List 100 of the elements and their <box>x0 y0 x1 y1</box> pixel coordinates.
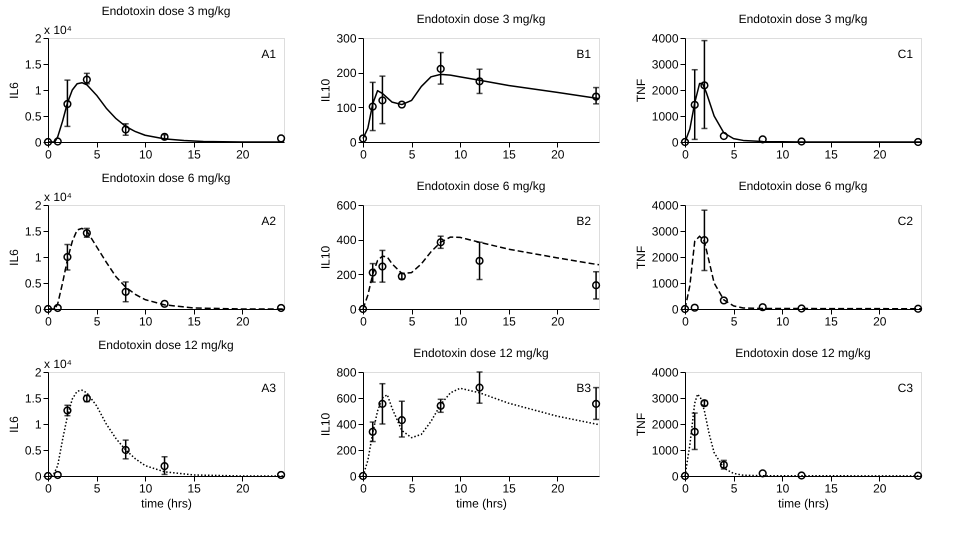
y-tick-label: 0 <box>34 136 42 150</box>
point <box>122 125 130 134</box>
point <box>122 446 130 454</box>
point <box>592 281 600 290</box>
point <box>160 462 169 470</box>
x-tick-label: 20 <box>551 482 565 496</box>
x-axis-title: time (hrs) <box>141 496 192 510</box>
y-tick-label: 1000 <box>652 110 679 124</box>
point <box>690 100 699 109</box>
x-tick-label: 20 <box>551 148 565 162</box>
point <box>700 236 709 244</box>
annotation: A2 <box>261 214 276 228</box>
x-tick-label: 0 <box>45 148 52 162</box>
point <box>276 134 286 142</box>
point <box>398 416 406 424</box>
point <box>797 137 806 146</box>
point <box>758 303 767 312</box>
text: x 10⁴ <box>44 23 72 37</box>
y-axis-title: IL6 <box>6 248 21 266</box>
annotation: B1 <box>576 47 592 61</box>
y-axis-title: IL10 <box>318 246 332 270</box>
x-tick-label: 0 <box>360 314 368 328</box>
x-axis-title: time (hrs) <box>778 496 829 510</box>
x-tick-label: 20 <box>873 148 887 162</box>
x-tick-label: 0 <box>360 148 368 162</box>
point <box>720 132 728 140</box>
y-axis-title: IL6 <box>6 82 21 99</box>
point <box>475 384 484 392</box>
x-tick-label: 20 <box>236 482 250 496</box>
x-tick-label: 15 <box>502 314 516 328</box>
x-tick-label: 5 <box>730 482 738 496</box>
chart-title: Endotoxin dose 12 mg/kg <box>98 338 234 352</box>
y-tick-label: 2000 <box>652 418 679 432</box>
chart-title: Endotoxin dose 12 mg/kg <box>735 346 871 360</box>
y-tick-label: 800 <box>336 366 357 380</box>
x-axis-title: time (hrs) <box>456 496 507 510</box>
chart-title: Endotoxin dose 3 mg/kg <box>416 12 546 26</box>
x-tick-label: 15 <box>188 148 202 162</box>
y-tick-label: 2 <box>34 32 42 46</box>
y-tick-label: 300 <box>336 32 357 46</box>
point <box>797 304 806 313</box>
point <box>720 296 728 305</box>
y-tick-label: 4000 <box>652 366 679 380</box>
x-tick-label: 0 <box>682 148 690 162</box>
y-tick-label: 2 <box>34 198 42 212</box>
x-tick-label: 20 <box>551 314 565 328</box>
y-tick-label: 0 <box>350 136 357 150</box>
y-tick-label: 200 <box>336 444 357 458</box>
x-tick-label: 5 <box>730 314 738 328</box>
annotation: A3 <box>261 381 276 395</box>
point <box>592 400 600 408</box>
x-tick-label: 0 <box>360 482 368 496</box>
chart-title: Endotoxin dose 6 mg/kg <box>738 179 868 193</box>
y-tick-label: 400 <box>336 233 357 248</box>
y-tick-label: 1.5 <box>24 58 42 72</box>
x-tick-label: 0 <box>682 314 690 328</box>
x-tick-label: 15 <box>188 482 202 496</box>
y-axis-title: TNF <box>634 412 648 436</box>
y-tick-label: 200 <box>336 268 357 282</box>
y-tick-label: 0 <box>350 470 357 484</box>
x-tick-label: 5 <box>408 148 416 162</box>
x-tick-label: 15 <box>502 148 516 162</box>
y-tick-label: 1.5 <box>24 224 42 238</box>
y-tick-label: 1000 <box>652 276 679 290</box>
point <box>368 268 377 277</box>
x-tick-label: 15 <box>824 148 838 162</box>
x-tick-label: 10 <box>138 314 153 328</box>
chart-title: Endotoxin dose 6 mg/kg <box>102 171 230 185</box>
y-tick-label: 0 <box>350 302 357 316</box>
x-tick-label: 20 <box>873 482 887 496</box>
x-tick-label: 10 <box>454 148 468 162</box>
x-tick-label: 10 <box>776 314 790 328</box>
text: x 10⁴ <box>44 190 72 204</box>
x-tick-label: 15 <box>824 482 838 496</box>
point <box>690 304 699 312</box>
annotation: A1 <box>261 47 276 61</box>
x-tick-label: 15 <box>502 482 516 496</box>
x-tick-label: 10 <box>138 482 153 496</box>
y-tick-label: 200 <box>336 66 357 80</box>
chart-title: Endotoxin dose 12 mg/kg <box>413 346 549 360</box>
y-tick-label: 1 <box>34 418 42 432</box>
y-tick-label: 2000 <box>652 250 679 264</box>
y-axis-title: IL6 <box>6 416 21 433</box>
y-tick-label: 0 <box>672 136 679 150</box>
point <box>436 402 445 410</box>
point <box>758 135 767 144</box>
chart-title: Endotoxin dose 3 mg/kg <box>102 4 230 18</box>
y-tick-label: 0.5 <box>24 110 42 124</box>
y-tick-label: 0 <box>672 302 679 316</box>
y-tick-label: 3000 <box>652 224 679 238</box>
point <box>398 100 406 109</box>
x-tick-label: 5 <box>730 148 738 162</box>
point <box>436 238 445 246</box>
y-tick-label: 3000 <box>652 58 679 72</box>
y-tick-label: 1000 <box>652 444 679 458</box>
y-tick-label: 400 <box>336 418 357 432</box>
x-tick-label: 20 <box>236 148 250 162</box>
point <box>122 288 130 296</box>
point <box>475 256 484 265</box>
x-tick-label: 0 <box>682 482 690 496</box>
